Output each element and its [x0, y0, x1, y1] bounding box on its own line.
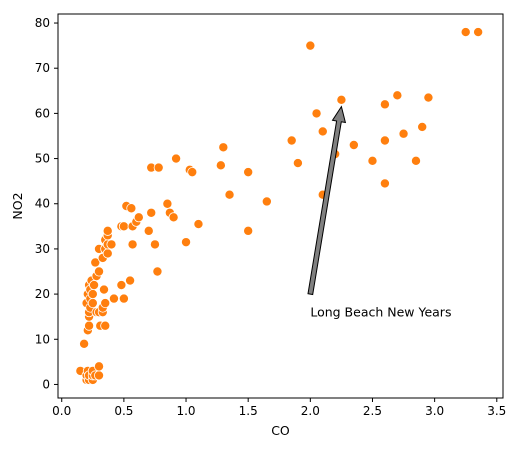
- data-point: [379, 135, 390, 146]
- y-tick-label: 80: [35, 16, 50, 30]
- data-point: [367, 155, 378, 166]
- points-layer: [75, 27, 484, 385]
- y-axis-label: NO2: [10, 192, 25, 219]
- data-point: [118, 293, 129, 304]
- data-point: [392, 90, 403, 101]
- data-point: [379, 99, 390, 110]
- data-point: [84, 320, 95, 331]
- x-tick-label: 1.5: [239, 404, 258, 418]
- data-point: [473, 27, 484, 38]
- x-tick-label: 1.0: [176, 404, 195, 418]
- data-point: [168, 212, 179, 223]
- y-tick-label: 10: [35, 332, 50, 346]
- data-point: [305, 40, 316, 51]
- data-point: [398, 128, 409, 139]
- data-point: [98, 284, 109, 295]
- data-point: [292, 158, 303, 169]
- x-tick-label: 0.5: [114, 404, 133, 418]
- data-point: [423, 92, 434, 103]
- x-tick-label: 3.5: [487, 404, 506, 418]
- y-tick-label: 60: [35, 106, 50, 120]
- data-point: [102, 248, 113, 259]
- y-tick-label: 50: [35, 152, 50, 166]
- data-point: [133, 212, 144, 223]
- data-point: [243, 167, 254, 178]
- data-point: [126, 203, 137, 214]
- data-point: [94, 361, 105, 372]
- y-axis-ticks: 0 10 20 30 40 50 60 70 80: [35, 16, 58, 391]
- y-tick-label: 70: [35, 61, 50, 75]
- data-point: [336, 94, 347, 105]
- annotation: Long Beach New Years: [307, 105, 451, 320]
- annotation-arrow-head: [307, 105, 347, 296]
- data-point: [379, 178, 390, 189]
- data-point: [94, 370, 105, 381]
- plot-frame: [57, 13, 504, 399]
- data-point: [215, 160, 226, 171]
- data-point: [317, 126, 328, 137]
- x-axis-label: CO: [271, 423, 290, 438]
- data-point: [460, 27, 471, 38]
- data-point: [152, 266, 163, 277]
- data-point: [94, 266, 105, 277]
- data-point: [87, 289, 98, 300]
- data-point: [286, 135, 297, 146]
- data-point: [102, 225, 113, 236]
- x-tick-label: 2.0: [301, 404, 320, 418]
- y-tick-label: 0: [42, 377, 50, 391]
- data-point: [100, 298, 111, 309]
- data-point: [90, 257, 101, 268]
- data-point: [153, 162, 164, 173]
- data-point: [125, 275, 136, 286]
- data-point: [162, 198, 173, 209]
- data-point: [193, 219, 204, 230]
- x-tick-label: 0.0: [52, 404, 71, 418]
- data-point: [348, 140, 359, 151]
- data-point: [171, 153, 182, 164]
- data-point: [87, 298, 98, 309]
- data-point: [146, 207, 157, 218]
- data-point: [108, 293, 119, 304]
- data-point: [100, 320, 111, 331]
- data-point: [261, 196, 272, 207]
- data-point: [417, 121, 428, 132]
- data-point: [181, 237, 192, 248]
- data-point: [311, 108, 322, 119]
- x-tick-label: 3.0: [425, 404, 444, 418]
- data-point: [89, 280, 100, 291]
- y-tick-label: 30: [35, 242, 50, 256]
- data-point: [79, 338, 90, 349]
- data-point: [218, 142, 229, 153]
- data-point: [410, 155, 421, 166]
- data-point: [187, 167, 198, 178]
- data-point: [149, 239, 160, 250]
- y-tick-label: 40: [35, 197, 50, 211]
- x-axis-ticks: 0.0 0.5 1.0 1.5 2.0 2.5 3.0 3.5: [52, 398, 506, 418]
- data-point: [127, 239, 138, 250]
- data-point: [143, 225, 154, 236]
- annotation-text: Long Beach New Years: [310, 305, 451, 320]
- data-point: [106, 239, 117, 250]
- data-point: [118, 221, 129, 232]
- y-tick-label: 20: [35, 287, 50, 301]
- data-point: [116, 280, 127, 291]
- data-point: [243, 225, 254, 236]
- data-point: [224, 189, 235, 200]
- x-tick-label: 2.5: [363, 404, 382, 418]
